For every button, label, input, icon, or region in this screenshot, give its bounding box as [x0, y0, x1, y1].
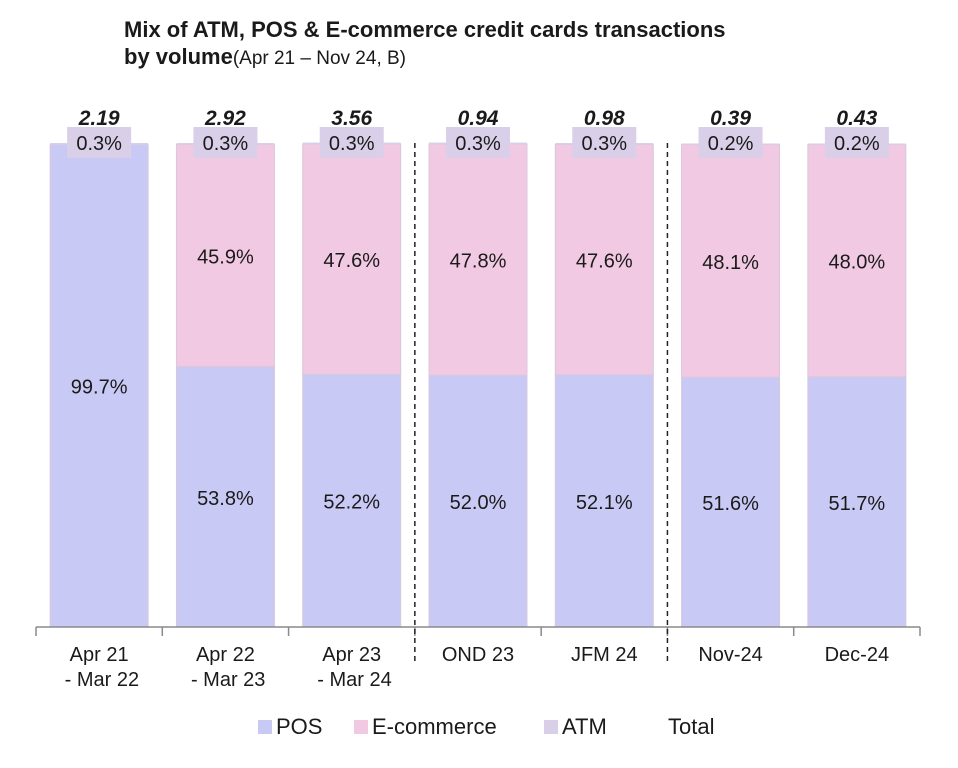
- title-line-1: Mix of ATM, POS & E-commerce credit card…: [124, 17, 726, 42]
- x-tick-label: - Mar 22: [59, 669, 139, 691]
- data-label-box-atm: [193, 127, 258, 158]
- data-label-box-atm: [319, 127, 384, 158]
- chart-title: Mix of ATM, POS & E-commerce credit card…: [124, 16, 924, 72]
- data-label-ecommerce: 48.1%: [702, 252, 759, 274]
- data-label-total: 0.98: [584, 107, 625, 130]
- legend-label-atm: ATM: [562, 714, 607, 739]
- legend-item-atm: ATM: [544, 712, 607, 742]
- data-label-box-atm: [824, 127, 889, 158]
- x-tick-label: Apr 21: [70, 644, 129, 666]
- data-label-total: 2.19: [78, 107, 120, 130]
- legend-label-pos: POS: [276, 714, 323, 739]
- legend-item-pos: POS: [258, 712, 322, 742]
- legend-item-ecommerce: E-commerce: [354, 712, 497, 742]
- x-tick-label: Nov-24: [698, 644, 762, 666]
- data-label-ecommerce: 47.6%: [576, 251, 633, 273]
- data-label-box-atm: [572, 127, 637, 158]
- data-label-total: 0.94: [458, 107, 499, 130]
- data-label-atm: 0.3%: [455, 133, 501, 155]
- stacked-bar-chart: 99.7% 0.3% 2.19 Apr 21 - Mar 22 53.8% 45.9% 0.…: [35, 107, 921, 691]
- data-label-pos: 52.0%: [450, 492, 507, 514]
- x-tick-label: OND 23: [442, 644, 514, 666]
- data-label-pos: 53.8%: [197, 488, 254, 510]
- data-label-atm: 0.3%: [203, 133, 249, 155]
- bar-segment-ecommerce: [554, 143, 654, 376]
- legend-item-total: Total: [668, 712, 714, 742]
- data-label-total: 2.92: [204, 107, 246, 130]
- data-label-box-atm: [698, 127, 763, 158]
- data-label-ecommerce: 47.8%: [450, 251, 507, 273]
- data-label-ecommerce: 45.9%: [197, 247, 254, 269]
- data-label-total: 3.56: [331, 107, 372, 130]
- data-label-pos: 51.6%: [702, 493, 759, 515]
- bar-segment-ecommerce: [302, 143, 402, 375]
- data-label-pos: 52.1%: [576, 492, 633, 514]
- legend-swatch-ecommerce: [354, 720, 368, 734]
- legend-swatch-pos: [258, 720, 272, 734]
- data-label-atm: 0.3%: [581, 133, 627, 155]
- title-line-2: by volume(Apr 21 – Nov 24, B): [124, 44, 924, 72]
- legend-label-total: Total: [668, 714, 715, 739]
- legend-label-ecommerce: E-commerce: [372, 714, 497, 739]
- bar-segment-ecommerce: [175, 143, 275, 368]
- x-tick-label: Apr 23: [322, 644, 381, 666]
- data-label-pos: 99.7%: [71, 377, 128, 399]
- data-label-total: 0.43: [836, 107, 877, 130]
- bar-segment-pos: [681, 376, 781, 628]
- data-label-ecommerce: 47.6%: [323, 250, 380, 272]
- data-label-box-atm: [67, 127, 132, 158]
- x-tick-label: Apr 22: [196, 644, 255, 666]
- bar-segment-pos: [554, 374, 654, 628]
- data-label-atm: 0.2%: [834, 133, 880, 155]
- x-tick-label: - Mar 24: [312, 669, 392, 691]
- bar-segment-pos: [807, 376, 907, 628]
- x-tick-label: Dec-24: [825, 644, 889, 666]
- data-label-atm: 0.3%: [76, 133, 122, 155]
- data-label-total: 0.39: [710, 107, 751, 130]
- bar-segment-pos: [428, 374, 528, 628]
- bar-segment-pos: [49, 143, 149, 628]
- data-label-ecommerce: 48.0%: [828, 252, 885, 274]
- x-tick-label: - Mar 23: [185, 669, 265, 691]
- bar-segment-ecommerce: [681, 143, 781, 378]
- data-label-pos: 51.7%: [828, 493, 885, 515]
- legend: POS E-commerce ATM Total: [0, 712, 958, 742]
- data-label-atm: 0.3%: [329, 133, 375, 155]
- bar-segment-pos: [175, 366, 275, 628]
- data-label-pos: 52.2%: [323, 492, 380, 514]
- data-label-box-atm: [446, 127, 510, 158]
- x-tick-label: JFM 24: [571, 644, 638, 666]
- data-label-atm: 0.2%: [708, 133, 754, 155]
- bar-segment-ecommerce: [428, 143, 528, 376]
- title-bold-part: by volume: [124, 44, 233, 69]
- title-subtitle: (Apr 21 – Nov 24, B): [232, 48, 407, 69]
- legend-swatch-atm: [544, 720, 558, 734]
- bar-segment-pos: [302, 373, 402, 628]
